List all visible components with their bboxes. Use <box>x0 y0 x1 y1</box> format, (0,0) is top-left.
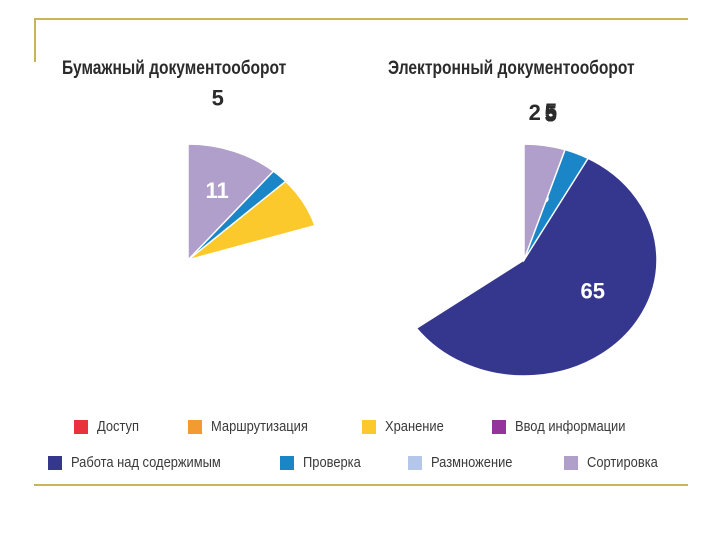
pie-data-label: 65 <box>580 279 604 304</box>
pie-slice-5 <box>415 143 658 377</box>
pie-data-label: 5 <box>544 101 556 126</box>
pie-data-label: 5 <box>544 101 556 126</box>
frame-line-bottom <box>34 484 688 486</box>
pie-electronic: 555565825 <box>415 99 658 377</box>
pie-data-label: 5 <box>212 85 224 110</box>
pie-slice-8 <box>187 143 275 262</box>
pie-data-label: 2 <box>529 100 541 125</box>
pie-data-label: 5 <box>545 99 557 124</box>
chart-title-electronic: Электронный документооборот <box>388 58 635 79</box>
pie-slice-8 <box>523 143 567 261</box>
pie-data-label: 5 <box>544 101 556 126</box>
chart-title-paper: Бумажный документооборот <box>62 58 287 79</box>
pie-data-label: 5 <box>545 99 557 124</box>
pie-data-label: 11 <box>205 178 228 203</box>
frame-line-top <box>34 18 688 20</box>
frame-line-vertical <box>34 18 36 62</box>
pie-paper: 12182012813511 <box>187 85 316 263</box>
